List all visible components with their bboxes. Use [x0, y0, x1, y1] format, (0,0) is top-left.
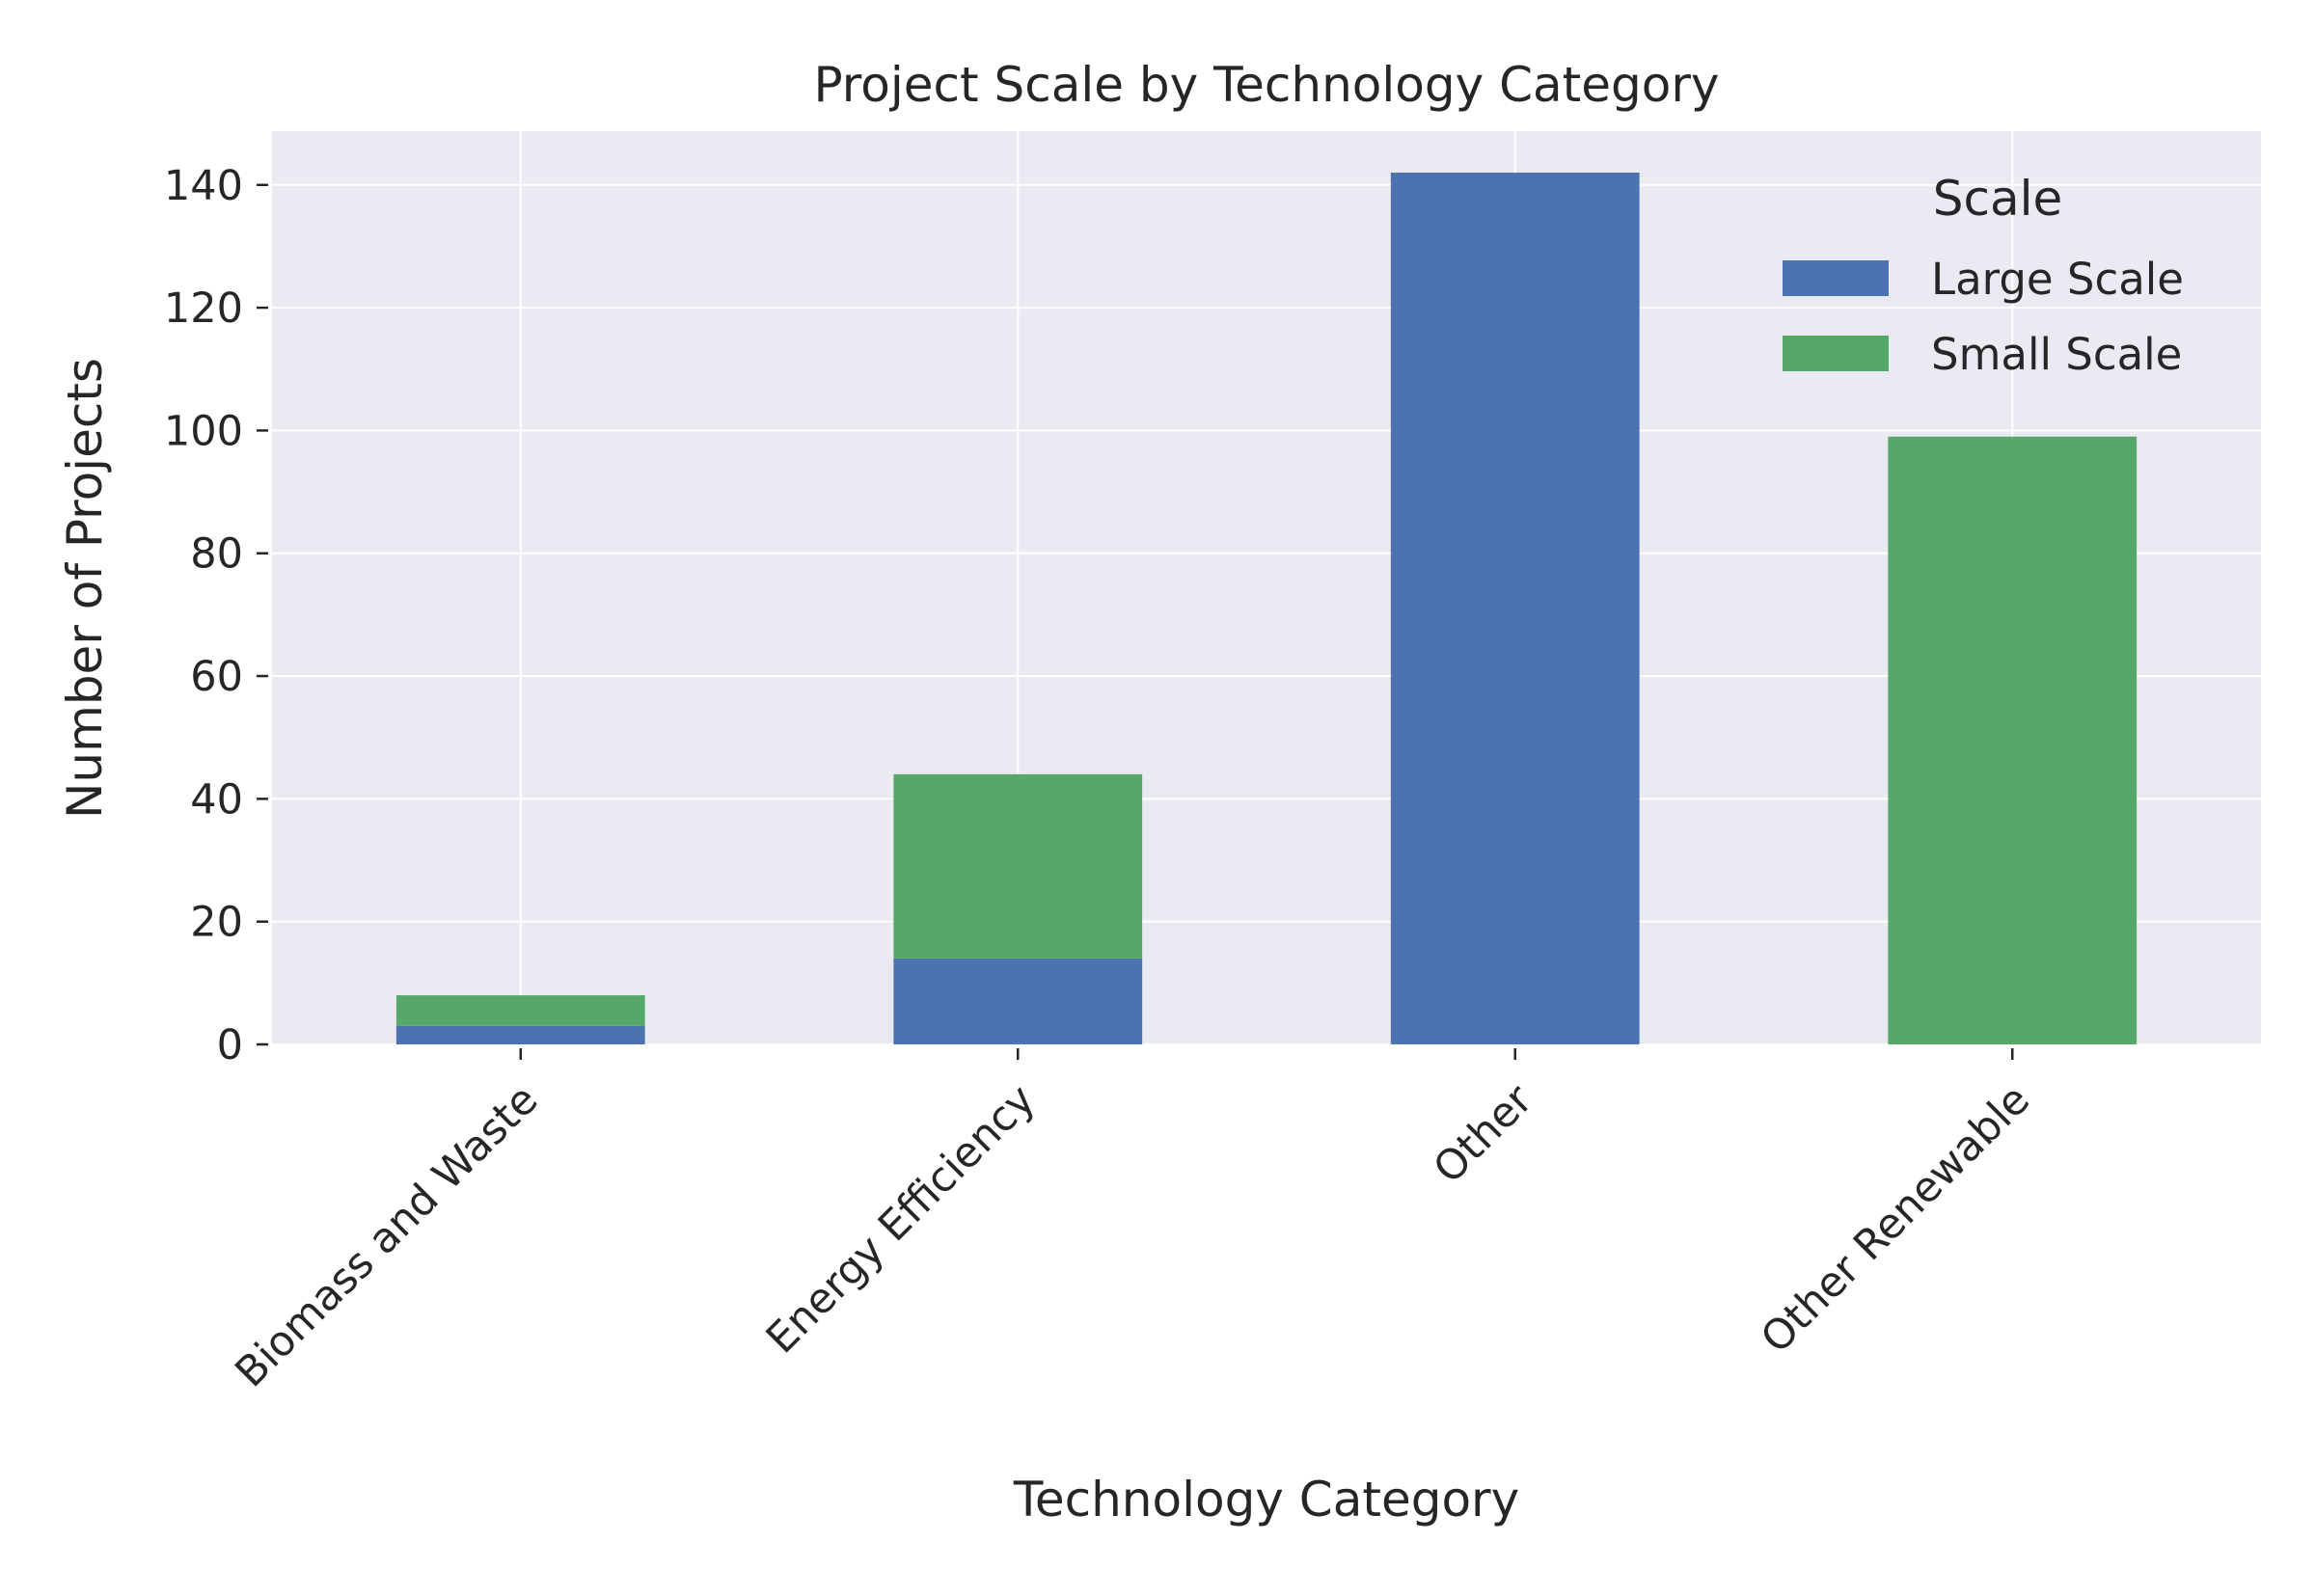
y-tick-label: 100 [164, 407, 243, 455]
legend-swatch-large-scale [1783, 260, 1889, 296]
chart-title: Project Scale by Technology Category [814, 57, 1720, 113]
y-tick-label: 0 [217, 1021, 243, 1069]
x-tick-label: Other Renewable [1752, 1075, 2039, 1363]
y-tick-label: 20 [190, 899, 243, 947]
legend-label-small-scale: Small Scale [1931, 329, 2182, 380]
x-tick-label: Other [1425, 1075, 1542, 1193]
y-tick-label: 140 [164, 162, 243, 210]
bar-large-scale [395, 1025, 645, 1044]
x-axis: Biomass and Waste Energy Efficiency Other O… [227, 1048, 2039, 1396]
bar-small-scale [1888, 436, 2138, 1044]
x-tick-label: Energy Efficiency [757, 1075, 1045, 1363]
legend-title: Scale [1933, 171, 2063, 227]
legend: Scale Large Scale Small Scale [1783, 171, 2184, 380]
x-tick-label: Biomass and Waste [227, 1075, 548, 1396]
y-axis: 0 20 40 60 80 100 120 140 [164, 162, 268, 1069]
bars [395, 173, 2138, 1044]
bar-small-scale [395, 995, 645, 1026]
y-axis-title: Number of Projects [57, 358, 113, 819]
bar-large-scale [893, 958, 1143, 1044]
y-tick-label: 120 [164, 284, 243, 333]
legend-label-large-scale: Large Scale [1931, 254, 2184, 305]
x-axis-title: Technology Category [1013, 1472, 1519, 1528]
legend-swatch-small-scale [1783, 336, 1889, 371]
bar-small-scale [893, 773, 1143, 959]
bar-large-scale [1390, 173, 1640, 1044]
y-tick-label: 60 [190, 653, 243, 701]
y-tick-label: 40 [190, 775, 243, 824]
y-tick-label: 80 [190, 530, 243, 579]
